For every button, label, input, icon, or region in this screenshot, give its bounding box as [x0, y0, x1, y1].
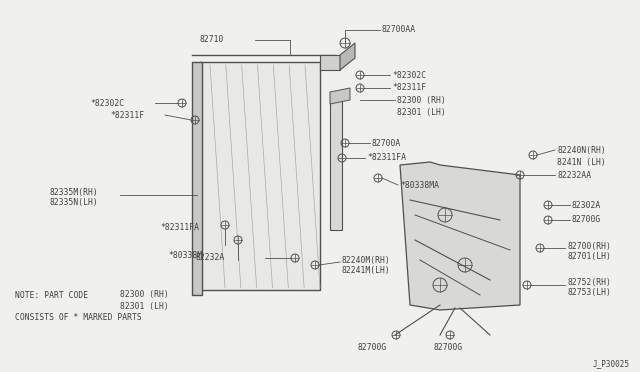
- Text: 82701(LH): 82701(LH): [567, 251, 611, 260]
- Polygon shape: [330, 95, 342, 230]
- Text: 82300 (RH): 82300 (RH): [120, 291, 169, 299]
- Text: 82752(RH): 82752(RH): [567, 279, 611, 288]
- Text: 82335N(LH): 82335N(LH): [50, 198, 99, 206]
- Text: 82232A: 82232A: [195, 253, 224, 263]
- Polygon shape: [200, 62, 320, 290]
- Text: *82311FA: *82311FA: [160, 224, 199, 232]
- Text: 82335M(RH): 82335M(RH): [50, 187, 99, 196]
- Text: 82710: 82710: [200, 35, 225, 45]
- Text: NOTE: PART CODE: NOTE: PART CODE: [15, 291, 88, 299]
- Text: 82700G: 82700G: [572, 215, 601, 224]
- Text: *82311F: *82311F: [110, 110, 144, 119]
- Text: 82753(LH): 82753(LH): [567, 289, 611, 298]
- Text: *82311F: *82311F: [392, 83, 426, 93]
- Text: *82311FA: *82311FA: [367, 154, 406, 163]
- Text: *80338M: *80338M: [168, 250, 202, 260]
- Text: J_P30025: J_P30025: [593, 359, 630, 369]
- Text: 82300 (RH): 82300 (RH): [397, 96, 445, 105]
- Text: 82241M(LH): 82241M(LH): [342, 266, 391, 275]
- Polygon shape: [320, 55, 340, 70]
- Text: 82700G: 82700G: [357, 343, 387, 353]
- Text: 82240M(RH): 82240M(RH): [342, 256, 391, 264]
- Text: 82301 (LH): 82301 (LH): [397, 108, 445, 116]
- Polygon shape: [192, 62, 202, 295]
- Text: 82240N(RH): 82240N(RH): [557, 145, 605, 154]
- Text: 82700G: 82700G: [433, 343, 463, 353]
- Text: 82700(RH): 82700(RH): [567, 241, 611, 250]
- Text: 82302A: 82302A: [572, 201, 601, 209]
- Text: 82700AA: 82700AA: [382, 26, 416, 35]
- Text: *82302C: *82302C: [392, 71, 426, 80]
- Text: CONSISTS OF * MARKED PARTS: CONSISTS OF * MARKED PARTS: [15, 312, 141, 321]
- Text: 82301 (LH): 82301 (LH): [120, 301, 169, 311]
- Text: 82700A: 82700A: [372, 138, 401, 148]
- Polygon shape: [400, 162, 520, 310]
- Text: *80338MA: *80338MA: [400, 180, 439, 189]
- Polygon shape: [330, 88, 350, 104]
- Text: 82232AA: 82232AA: [557, 170, 591, 180]
- Text: 8241N (LH): 8241N (LH): [557, 157, 605, 167]
- Text: *82302C: *82302C: [90, 99, 124, 108]
- Polygon shape: [340, 43, 355, 70]
